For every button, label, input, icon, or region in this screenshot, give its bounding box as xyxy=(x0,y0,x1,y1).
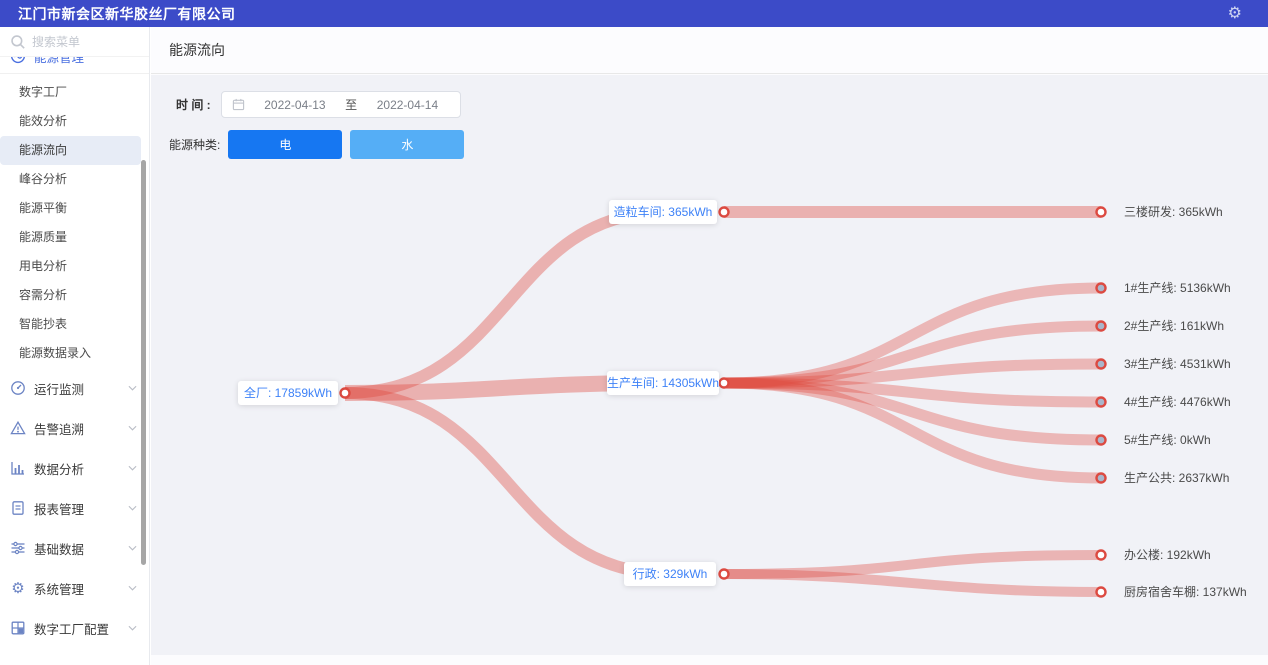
sidebar-item-peak-valley[interactable]: 峰谷分析 xyxy=(19,172,68,186)
sidebar-item-energy-balance[interactable]: 能源平衡 xyxy=(19,201,68,215)
sidebar-group-alarm-trace[interactable]: 告警追溯 xyxy=(0,408,149,448)
sankey-leaf-line3: 3#生产线: 4531kWh xyxy=(1124,357,1231,371)
chevron-down-icon xyxy=(128,465,137,471)
sankey-node-granulation-workshop[interactable]: 造粒车间: 365kWh xyxy=(609,200,717,224)
main-content: 能源流向 时 间 : 2022-04-13 至 2022-04-14 能源种类:… xyxy=(151,27,1268,665)
top-bar: 江门市新会区新华胶丝厂有限公司 ⚙ xyxy=(0,0,1268,27)
energy-type-water-button[interactable]: 水 xyxy=(350,130,465,159)
energy-type-filter-row: 能源种类: 电 水 xyxy=(169,130,465,159)
chevron-down-icon xyxy=(128,505,137,511)
sidebar-divider xyxy=(0,73,149,74)
sidebar-item-power-analysis[interactable]: 用电分析 xyxy=(19,259,68,273)
sidebar-item-smart-meter[interactable]: 智能抄表 xyxy=(19,317,68,331)
sidebar-scrollbar-thumb[interactable] xyxy=(141,160,146,565)
time-filter-row: 时 间 : 2022-04-13 至 2022-04-14 xyxy=(176,91,461,118)
chevron-down-icon xyxy=(128,545,137,551)
sidebar-group-energy-management[interactable]: 能源管理 xyxy=(0,57,149,73)
sankey-leaf-production-common: 生产公共: 2637kWh xyxy=(1124,471,1230,485)
sidebar-item-digital-factory[interactable]: 数字工厂 xyxy=(19,85,68,99)
chevron-down-icon xyxy=(128,625,137,631)
alert-triangle-icon xyxy=(10,420,26,435)
sankey-leaf-line1: 1#生产线: 5136kWh xyxy=(1124,281,1231,295)
energy-circle-icon xyxy=(10,57,26,64)
sankey-leaf-office-building: 办公楼: 192kWh xyxy=(1124,548,1211,562)
sliders-icon xyxy=(11,541,25,555)
date-start-value[interactable]: 2022-04-13 xyxy=(264,97,326,112)
sidebar-group-basic-data[interactable]: 基础数据 xyxy=(0,528,149,568)
bar-chart-icon xyxy=(11,462,24,475)
sidebar-group-data-analysis[interactable]: 数据分析 xyxy=(0,448,149,488)
sankey-leaf-line2: 2#生产线: 161kWh xyxy=(1124,319,1225,333)
sankey-links-layer xyxy=(339,206,1107,598)
energy-type-label: 能源种类: xyxy=(169,138,221,152)
date-to-label: 至 xyxy=(345,98,358,112)
date-end-value[interactable]: 2022-04-14 xyxy=(376,97,439,112)
sankey-node-production-workshop[interactable]: 生产车间: 14305kWh xyxy=(607,371,719,395)
page-title: 能源流向 xyxy=(169,42,225,58)
sidebar: 能源管理 数字工厂 能效分析 能源流向 峰谷分析 能源平衡 能源质量 用电分析 … xyxy=(0,27,150,665)
sankey-node-administration[interactable]: 行政: 329kWh xyxy=(624,562,716,586)
sidebar-group-operation-monitor[interactable]: 运行监测 xyxy=(0,368,149,408)
calendar-icon xyxy=(232,98,244,111)
sidebar-item-energy-efficiency[interactable]: 能效分析 xyxy=(19,114,68,128)
sankey-leaf-line5: 5#生产线: 0kWh xyxy=(1124,433,1211,447)
menu-group-energy-clipped: 能源管理 xyxy=(0,57,149,73)
sidebar-item-energy-quality[interactable]: 能源质量 xyxy=(19,230,68,244)
energy-type-electric-button[interactable]: 电 xyxy=(228,130,343,159)
page-header: 能源流向 xyxy=(151,27,1268,74)
sidebar-item-capacity-demand[interactable]: 容需分析 xyxy=(19,288,68,302)
search-input[interactable] xyxy=(32,34,132,49)
time-label: 时 间 : xyxy=(176,98,211,112)
date-range-picker[interactable]: 2022-04-13 至 2022-04-14 xyxy=(220,91,461,118)
sidebar-group-system-management[interactable]: ⚙ 系统管理 xyxy=(0,568,149,608)
menu-search xyxy=(0,27,149,57)
sidebar-item-energy-flow[interactable]: 能源流向 xyxy=(0,136,141,165)
chevron-down-icon xyxy=(128,585,137,591)
sankey-leaf-kitchen-dorm-shed: 厨房宿舍车棚: 137kWh xyxy=(1124,585,1247,599)
report-document-icon xyxy=(12,501,24,515)
sidebar-group-digital-factory-config[interactable]: 数字工厂配置 xyxy=(0,608,149,648)
company-title: 江门市新会区新华胶丝厂有限公司 xyxy=(18,5,236,22)
gear-icon: ⚙ xyxy=(11,579,25,597)
energy-flow-sankey-chart: 全厂: 17859kWh 造粒车间: 365kWh 生产车间: 14305kWh… xyxy=(151,75,1268,655)
chevron-down-icon xyxy=(128,425,137,431)
sankey-node-whole-plant[interactable]: 全厂: 17859kWh xyxy=(238,381,338,405)
sankey-leaf-line4: 4#生产线: 4476kWh xyxy=(1124,395,1231,409)
chevron-down-icon xyxy=(128,385,137,391)
gauge-icon xyxy=(11,381,25,395)
sidebar-group-report-management[interactable]: 报表管理 xyxy=(0,488,149,528)
sidebar-item-energy-data-entry[interactable]: 能源数据录入 xyxy=(19,346,92,360)
content-panel: 时 间 : 2022-04-13 至 2022-04-14 能源种类: 电 水 xyxy=(151,75,1268,655)
sidebar-group-label: 能源管理 xyxy=(34,57,85,65)
grid-layout-icon xyxy=(11,621,25,635)
sankey-leaf-third-floor-rd: 三楼研发: 365kWh xyxy=(1124,205,1223,219)
search-icon xyxy=(11,34,25,49)
settings-gear-icon[interactable]: ⚙ xyxy=(1227,4,1242,22)
